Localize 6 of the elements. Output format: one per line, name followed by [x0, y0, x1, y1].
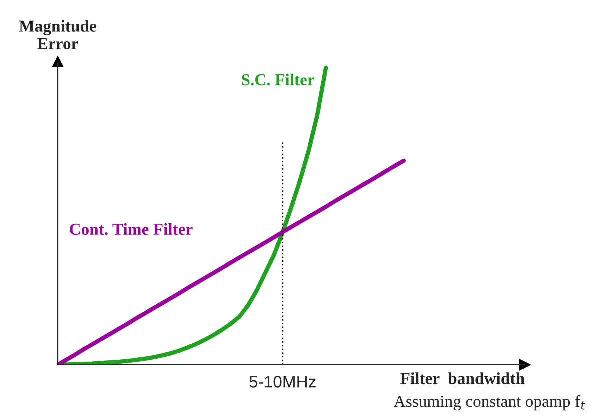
text: Assuming constant opamp f$_{t}$ — [394, 395, 586, 411]
x-axis-title: Filter bandwidth — [400, 372, 525, 384]
series-label: S.C. Filter — [242, 74, 314, 86]
text: Cont. Time Filter — [70, 223, 193, 236]
y-axis-title: Magnitude Error — [19, 20, 96, 50]
text: 5-10MHz — [250, 376, 316, 388]
